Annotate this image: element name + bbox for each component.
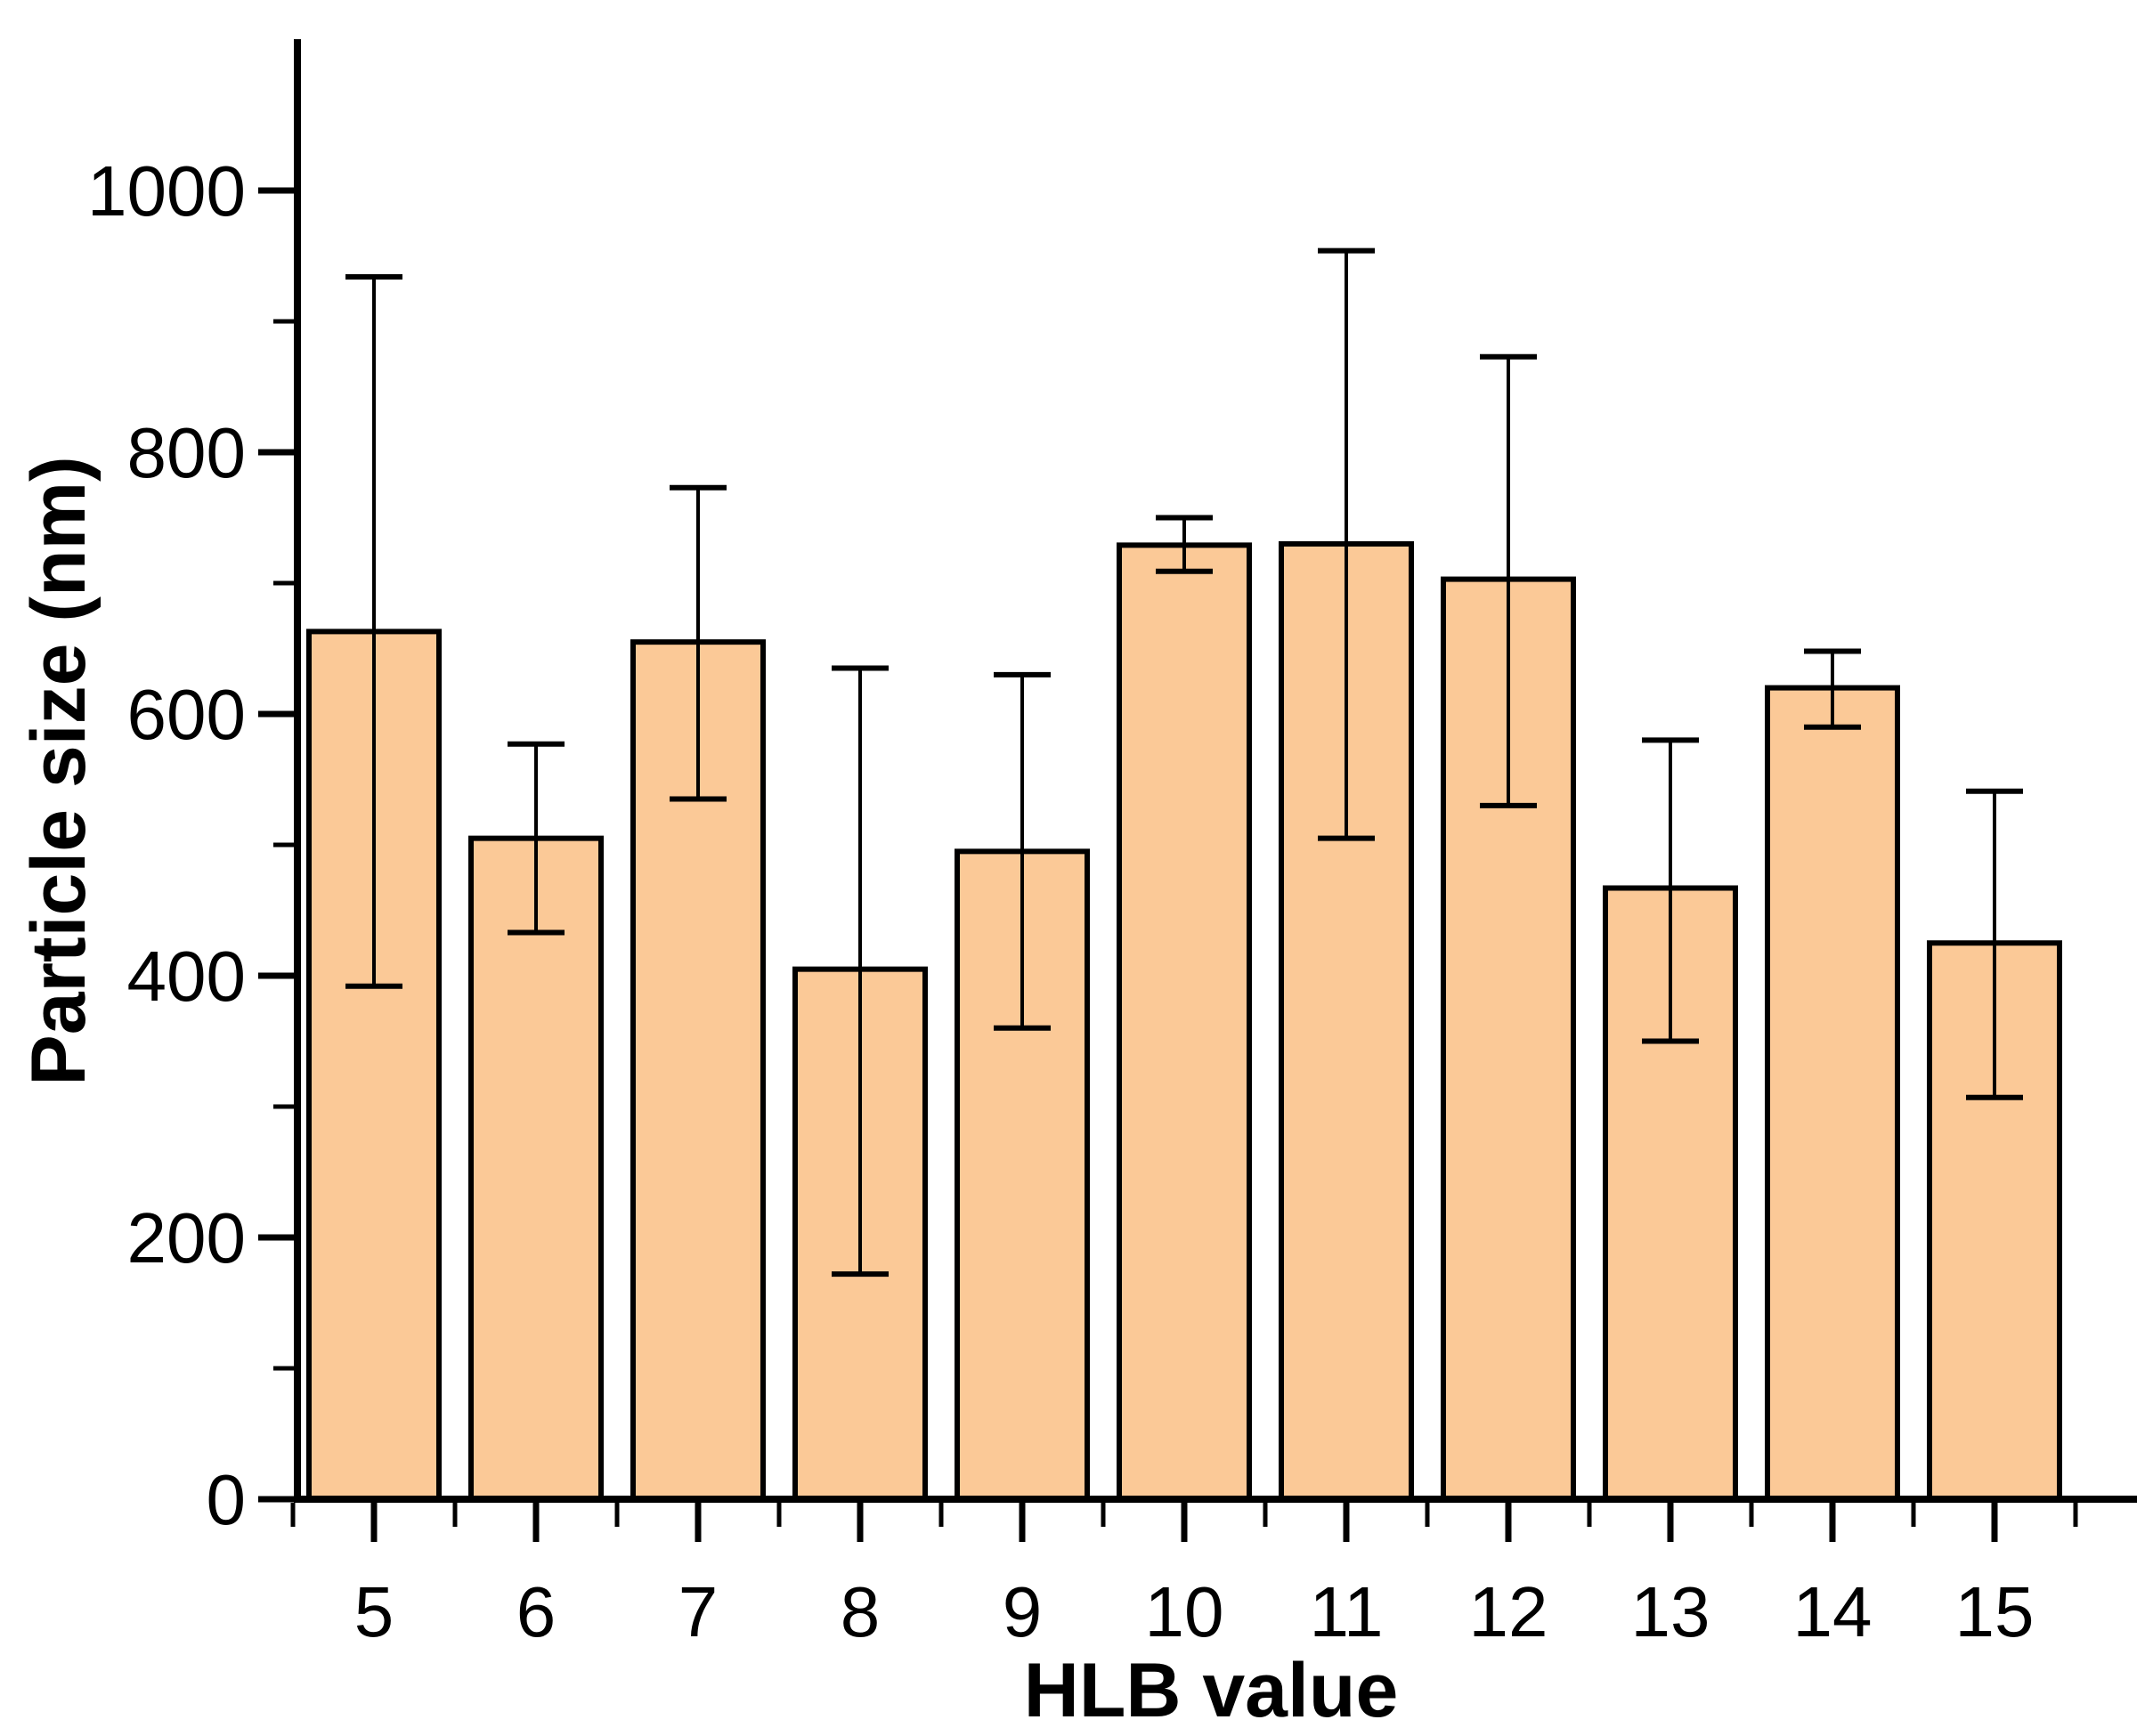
bar-hlb-9 <box>955 848 1090 1502</box>
tick-labels-group: 0 200 400 600 800 1000 5 6 7 8 9 10 11 12 13 14 15 <box>87 151 2034 1651</box>
y-tick-label-800: 800 <box>127 413 246 492</box>
x-tick-label-5: 5 <box>354 1572 394 1651</box>
y-tick-label-600: 600 <box>127 675 246 754</box>
x-tick-label-13: 13 <box>1631 1572 1710 1651</box>
x-tick-label-7: 7 <box>678 1572 719 1651</box>
ticks-group <box>258 187 2078 1542</box>
x-tick-label-9: 9 <box>1003 1572 1043 1651</box>
error-bars-group <box>345 247 2023 1278</box>
y-tick-label-0: 0 <box>207 1460 247 1539</box>
x-tick-label-15: 15 <box>1955 1572 2035 1651</box>
x-tick-label-8: 8 <box>841 1572 881 1651</box>
x-tick-label-14: 14 <box>1793 1572 1873 1651</box>
x-axis-title: HLB value <box>1024 1648 1399 1733</box>
axes-group <box>294 39 2137 1503</box>
x-tick-label-10: 10 <box>1145 1572 1224 1651</box>
x-tick-label-11: 11 <box>1309 1572 1383 1651</box>
x-tick-label-12: 12 <box>1469 1572 1548 1651</box>
y-tick-label-400: 400 <box>127 937 246 1016</box>
bars-group <box>306 540 2062 1503</box>
bar-hlb-14 <box>1765 685 1900 1502</box>
bar-hlb-6 <box>468 835 604 1502</box>
y-tick-label-200: 200 <box>127 1198 246 1278</box>
y-tick-label-1000: 1000 <box>87 151 246 231</box>
x-tick-label-6: 6 <box>516 1572 557 1651</box>
bar-hlb-10 <box>1117 542 1252 1502</box>
y-axis-title: Particle size (nm) <box>16 456 102 1085</box>
